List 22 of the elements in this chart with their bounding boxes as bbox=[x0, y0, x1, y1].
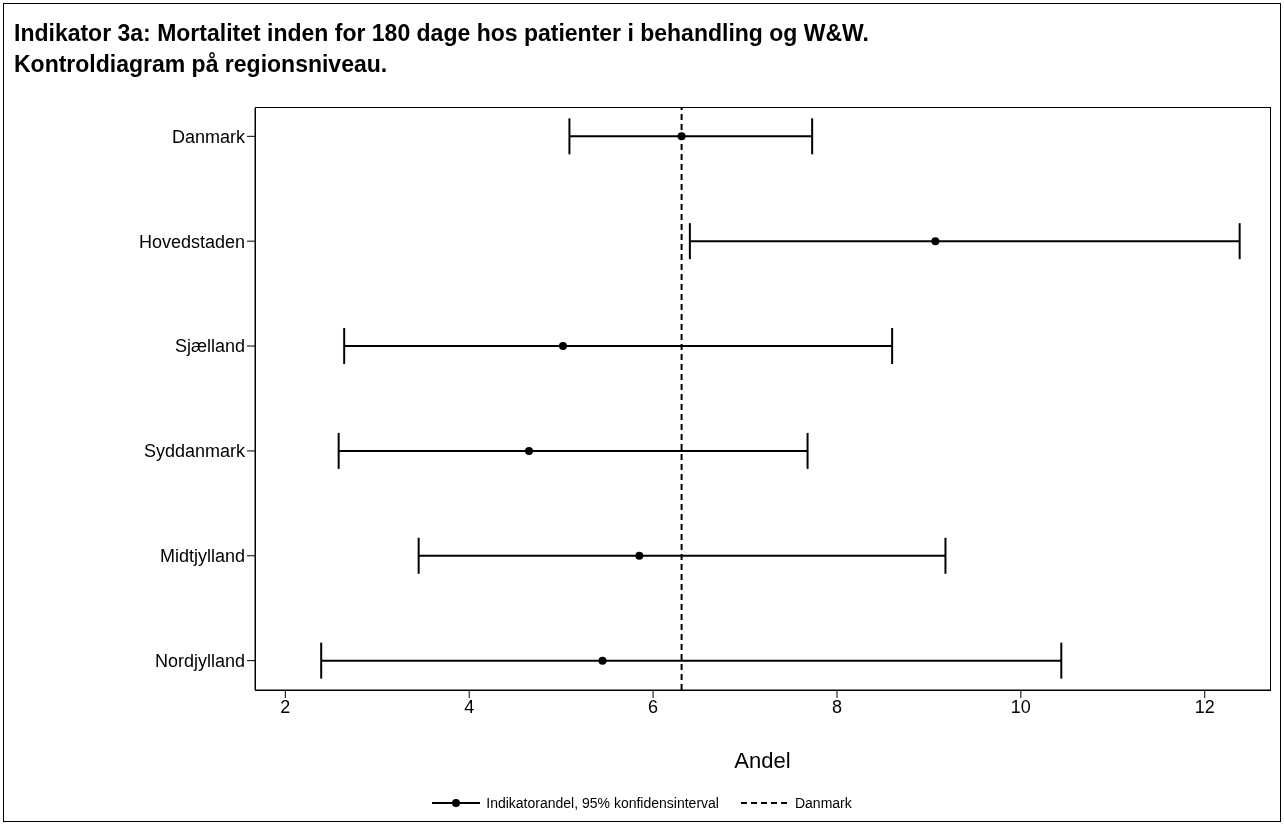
x-tick-label: 2 bbox=[280, 696, 291, 717]
x-tick-label: 10 bbox=[1010, 696, 1031, 717]
chart-title: Indikator 3a: Mortalitet inden for 180 dage hos patienter i behandling og W&W. Kontroldiagram på regionsniveau. bbox=[14, 19, 869, 79]
point bbox=[558, 342, 567, 351]
x-tick-label: 4 bbox=[464, 696, 475, 717]
y-tick-label: Hovedstaden bbox=[138, 231, 245, 252]
x-tick-label: 6 bbox=[648, 696, 659, 717]
point bbox=[635, 551, 644, 560]
legend-label: Indikatorandel, 95% konfidensinterval bbox=[486, 795, 719, 811]
point bbox=[677, 132, 686, 141]
y-tick-label: Midtjylland bbox=[159, 546, 245, 567]
x-tick-label: 12 bbox=[1194, 696, 1215, 717]
legend-label: Danmark bbox=[794, 795, 852, 811]
x-tick-label: 8 bbox=[831, 696, 842, 717]
point bbox=[598, 656, 607, 665]
point bbox=[931, 237, 940, 246]
y-tick-label: Sjælland bbox=[174, 336, 245, 357]
y-tick-label: Danmark bbox=[171, 126, 246, 147]
y-tick-label: Nordjylland bbox=[154, 651, 245, 672]
x-axis-title: Andel bbox=[734, 748, 791, 773]
y-tick-label: Syddanmark bbox=[143, 441, 246, 462]
point bbox=[524, 446, 533, 455]
